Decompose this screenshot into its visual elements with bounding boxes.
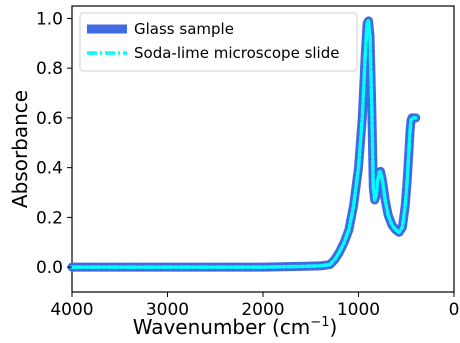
y-axis-ticks: 0.0 0.2 0.4 0.6 0.8 1.0 — [36, 9, 72, 278]
x-tick-label: 2000 — [241, 300, 284, 320]
x-axis-label: Wavenumber (cm−1) — [133, 315, 338, 339]
legend-label-glass-sample: Glass sample — [134, 20, 234, 38]
y-axis-label: Absorbance — [8, 90, 32, 208]
series-layer — [67, 16, 421, 272]
legend-label-soda-lime-slide: Soda-lime microscope slide — [134, 44, 339, 62]
y-tick-label: 0.4 — [36, 159, 63, 179]
x-axis-label-superscript: −1 — [310, 315, 329, 330]
y-tick-label: 0.2 — [36, 208, 63, 228]
y-tick-label: 1.0 — [36, 9, 63, 29]
x-tick-label: 1000 — [337, 300, 380, 320]
series-line-soda-lime-slide — [70, 19, 418, 269]
x-tick-label: 0 — [449, 300, 460, 320]
x-tick-label: 4000 — [50, 300, 93, 320]
y-tick-label: 0.0 — [36, 258, 63, 278]
y-tick-label: 0.8 — [36, 59, 63, 79]
x-axis-ticks: 4000 3000 2000 1000 0 — [50, 292, 459, 320]
legend: Glass sample Soda-lime microscope slide — [79, 12, 358, 72]
x-tick-label: 3000 — [146, 300, 189, 320]
y-tick-label: 0.6 — [36, 109, 63, 129]
legend-box — [79, 12, 358, 72]
